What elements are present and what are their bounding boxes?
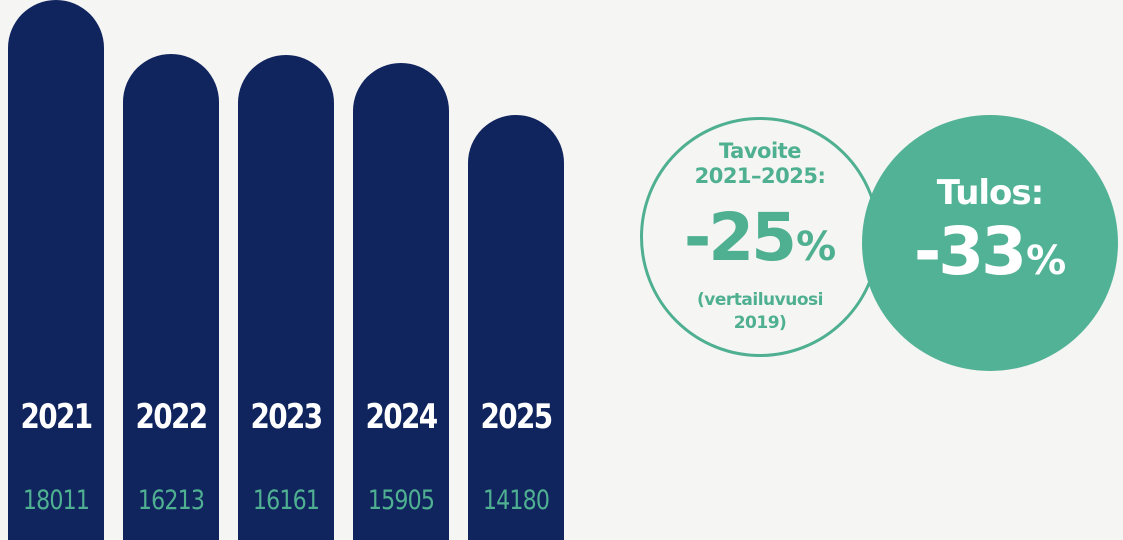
bar-2025: 2025 14180 [468,115,564,540]
result-number: -33 [913,213,1027,290]
target-title: Tavoite [719,139,801,163]
bar-chart: 2021 18011 2022 16213 2023 16161 2024 15905 2025… [8,0,564,540]
result-value: -33% [862,213,1118,290]
target-number: -25 [683,199,797,276]
bar-2021: 2021 18011 [8,0,104,540]
bar-2022: 2022 16213 [123,54,219,540]
target-note-line1: (vertailuvuosi [697,290,823,310]
result-percent-sign: % [1026,238,1067,284]
bar-year-label: 2022 [135,397,208,437]
bar-value-label: 18011 [22,485,90,516]
bar-year-label: 2021 [20,397,93,437]
bar-2024: 2024 15905 [353,63,449,540]
target-circle: Tavoite 2021–2025: -25% (vertailuvuosi 2… [640,117,880,357]
result-label: Tulos: [936,173,1045,213]
bar-year-label: 2024 [365,397,438,437]
bar-2023: 2023 16161 [238,55,334,540]
bar-value-label: 16161 [252,485,320,516]
target-percent-sign: % [796,224,837,270]
bar-value-label: 14180 [482,485,550,516]
bar-year-label: 2025 [480,397,553,437]
target-period: 2021–2025: [694,164,826,188]
target-note-line2: 2019) [733,313,787,333]
bar-value-label: 16213 [137,485,205,516]
target-value: -25% [643,199,877,276]
bar-year-label: 2023 [250,397,323,437]
result-circle: Tulos: -33% [862,115,1118,371]
bar-value-label: 15905 [367,485,435,516]
